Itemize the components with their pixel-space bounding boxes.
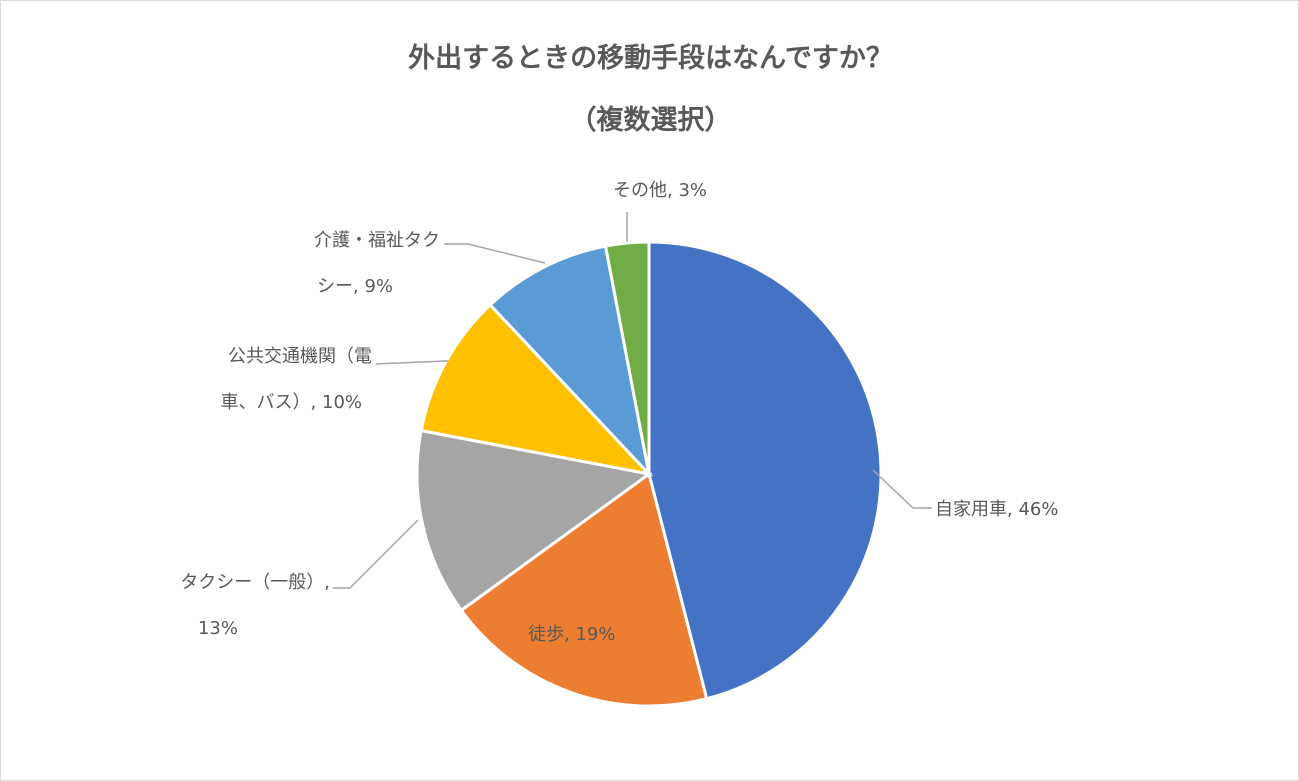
leader-line-5: [444, 243, 546, 264]
data-label-2-line1: 徒歩, 19%: [528, 624, 615, 645]
chart-title-line1: 外出するときの移動手段はなんですか？: [408, 43, 893, 74]
data-label-4-line2: 車、バス）, 10%: [221, 392, 362, 413]
pie-slice-5: [488, 244, 652, 479]
data-label-6-line1: その他, 3%: [613, 180, 707, 201]
pie-slice-1: [647, 240, 883, 701]
leader-line-3: [333, 519, 419, 589]
chart-title-line2: （複数選択）: [569, 105, 732, 136]
chart-title: 外出するときの移動手段はなんですか？ （複数選択）: [1, 39, 1299, 163]
data-label-3-line1: タクシー（一般）,: [180, 572, 330, 593]
pie-slice-2: [459, 471, 709, 708]
data-label-3-line2: 13%: [198, 618, 238, 639]
pie-slice-3: [415, 428, 653, 613]
data-label-5-line1: 介護・福祉タク: [314, 230, 440, 251]
leader-line-4: [375, 360, 448, 365]
data-label-1-line1: 自家用車, 46%: [935, 499, 1058, 520]
data-label-5-line2: シー, 9%: [317, 276, 393, 297]
pie-slice-4: [419, 302, 654, 477]
data-label-4-line1: 公共交通機関（電: [228, 346, 372, 367]
leader-line-1: [872, 469, 932, 509]
pie-slice-6: [603, 240, 651, 475]
